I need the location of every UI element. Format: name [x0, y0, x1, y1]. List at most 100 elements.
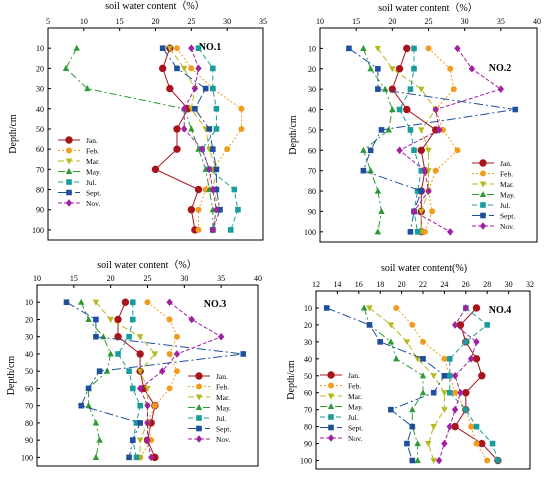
series-sept — [323, 305, 448, 464]
data-point — [209, 185, 217, 194]
series-nov — [435, 304, 480, 465]
series-sept — [63, 299, 247, 461]
series-line — [395, 307, 488, 461]
data-point — [375, 65, 381, 72]
data-point — [447, 65, 454, 72]
legend-label: May. — [500, 191, 515, 200]
data-point — [144, 401, 151, 410]
data-point — [85, 402, 92, 409]
series-sept — [346, 45, 519, 235]
data-point — [63, 299, 70, 306]
series-jan — [388, 44, 440, 236]
legend-marker — [327, 371, 335, 379]
legend-label: Jul. — [348, 413, 359, 422]
y-tick-label: 20 — [304, 321, 312, 330]
y-tick-label: 60 — [304, 389, 312, 398]
data-point — [84, 85, 91, 92]
legend-marker — [327, 434, 335, 442]
data-point — [93, 333, 99, 340]
data-point — [107, 350, 114, 357]
x-tick-label: 22 — [419, 280, 427, 289]
y-tick-label: 70 — [308, 167, 316, 176]
data-point — [409, 457, 416, 464]
data-point — [195, 206, 202, 213]
data-point — [78, 402, 84, 409]
data-point — [188, 44, 195, 52]
y-tick-label: 100 — [300, 457, 312, 466]
data-point — [374, 187, 382, 194]
y-tick-label: 40 — [308, 106, 316, 115]
data-point — [374, 45, 382, 52]
x-tick-label: 5 — [46, 17, 50, 26]
y-tick-label: 20 — [25, 315, 33, 324]
data-point — [115, 351, 121, 357]
data-point — [411, 45, 417, 52]
data-point — [468, 423, 475, 430]
y-axis-title: Depth/cm — [6, 356, 17, 396]
y-tick-label: 90 — [304, 440, 312, 449]
y-tick-label: 50 — [25, 367, 33, 376]
data-point — [429, 208, 436, 215]
data-point — [96, 436, 103, 443]
series-line — [117, 302, 141, 458]
data-point — [409, 321, 416, 328]
series-sept — [159, 45, 223, 233]
data-point — [213, 186, 220, 193]
data-point — [441, 439, 448, 448]
x-tick-label: 20 — [152, 17, 160, 26]
data-point — [238, 105, 245, 112]
y-tick-label: 10 — [304, 304, 312, 313]
data-point — [213, 105, 220, 112]
data-point — [360, 304, 368, 311]
legend: Jan. Feb.Mar. May.Jul. Sept.Nov. — [188, 372, 231, 444]
data-point — [419, 372, 427, 379]
data-point — [166, 350, 173, 357]
y-tick-label: 100 — [32, 226, 44, 235]
data-point — [148, 437, 155, 444]
legend-marker — [195, 394, 203, 401]
data-point — [385, 126, 392, 133]
data-point — [367, 147, 374, 154]
data-point — [451, 405, 459, 414]
data-point — [403, 44, 411, 53]
series-line — [326, 307, 446, 461]
legend-marker — [65, 167, 73, 175]
data-point — [360, 44, 367, 51]
data-point — [403, 339, 411, 346]
data-point — [114, 333, 122, 341]
x-tick-label: 18 — [376, 280, 384, 289]
legend-label: Nov. — [500, 222, 514, 231]
data-point — [133, 454, 140, 461]
legend-label: Feb. — [348, 382, 361, 391]
legend-marker — [65, 199, 73, 207]
legend-marker — [195, 372, 203, 380]
y-tick-label: 40 — [304, 355, 312, 364]
y-tick-label: 50 — [308, 126, 316, 135]
data-point — [418, 208, 425, 215]
y-tick-label: 70 — [304, 406, 312, 415]
y-tick-label: 90 — [308, 207, 316, 216]
series-nov — [180, 44, 220, 234]
data-point — [126, 454, 132, 461]
data-point — [346, 45, 352, 52]
data-point — [432, 105, 439, 114]
chart-panel-2: 10 15 20 25 30 35 40 10 20 30 40 50 60 70 80 90 100 soil … — [288, 2, 541, 243]
y-tick-label: 10 — [308, 44, 316, 53]
data-point — [224, 146, 231, 153]
panel-label: NO.2 — [489, 63, 512, 74]
data-point — [436, 126, 443, 134]
series-line — [438, 307, 478, 461]
legend-label: Jul. — [500, 201, 511, 210]
data-point — [85, 315, 92, 323]
chart-panel-3: 10 15 20 25 30 35 40 10 20 30 40 50 60 70 80 90 100 soil … — [6, 259, 262, 467]
data-point — [478, 439, 486, 448]
data-point — [375, 86, 381, 92]
data-point — [144, 419, 151, 427]
x-tick-label: 40 — [254, 274, 262, 283]
series-line — [176, 47, 242, 230]
data-point — [441, 372, 448, 379]
x-tick-label: 28 — [483, 280, 491, 289]
legend-label: Mar. — [86, 157, 100, 166]
data-point — [62, 64, 70, 71]
data-point — [451, 371, 459, 380]
